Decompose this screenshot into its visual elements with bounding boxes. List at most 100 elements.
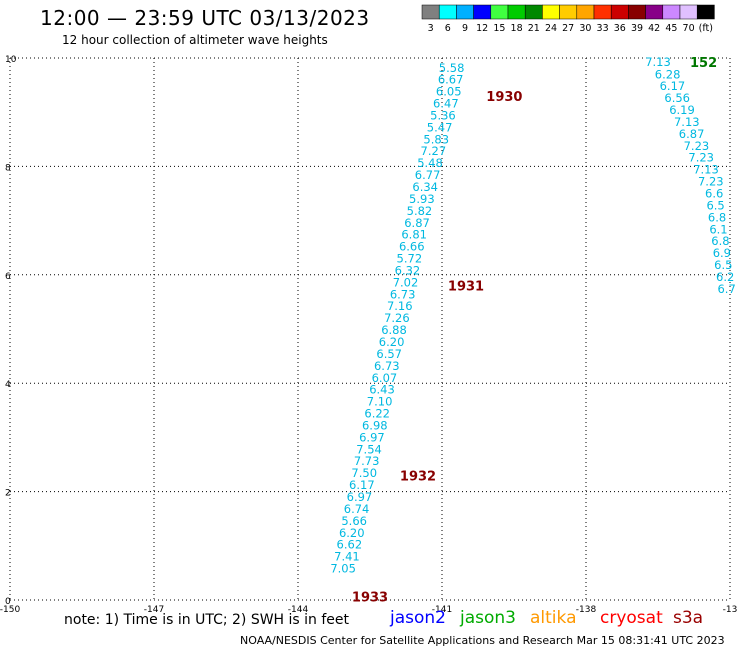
footer-note: note: 1) Time is in UTC; 2) SWH is in fe… xyxy=(64,612,350,628)
wave-height-label: 6.67 xyxy=(438,73,464,87)
wave-height-label: 7.23 xyxy=(698,175,724,189)
colorbar-label: 21 xyxy=(528,23,540,34)
satellite-legend-jason3: jason3 xyxy=(460,608,516,628)
colorbar-swatch xyxy=(610,4,629,20)
wave-height-label: 6.20 xyxy=(379,335,405,349)
y-tick-label: 4 xyxy=(5,380,11,390)
wave-height-label: 5.82 xyxy=(407,204,433,218)
wave-height-label: 5.47 xyxy=(427,120,453,134)
colorbar-swatch xyxy=(576,4,595,20)
y-tick-label: 6 xyxy=(5,272,11,282)
colorbar-swatch xyxy=(662,4,681,20)
wave-height-label: 6.66 xyxy=(399,240,425,254)
colorbar-swatch xyxy=(542,4,560,20)
wave-height-label: 6.5 xyxy=(706,198,724,212)
wave-height-label: 6.97 xyxy=(347,490,373,504)
x-tick-label: -141 xyxy=(432,605,452,615)
wave-height-label: 6.2 xyxy=(716,270,734,284)
colorbar-label: 18 xyxy=(511,23,523,34)
wave-height-label: 6.32 xyxy=(395,263,421,277)
wave-height-label: 7.54 xyxy=(356,442,382,456)
wave-height-label: 7.16 xyxy=(387,299,413,313)
wave-height-label: 6.88 xyxy=(381,323,407,337)
colorbar-label: 3 xyxy=(428,23,434,34)
wave-height-label: 6.05 xyxy=(436,85,462,99)
wave-height-label: 5.66 xyxy=(341,514,367,528)
wave-height-label: 6.17 xyxy=(660,79,686,93)
wave-height-label: 6.1 xyxy=(709,222,727,236)
plot-grid xyxy=(9,57,731,601)
colorbar-label: 45 xyxy=(665,23,677,34)
chart-title: 12:00 — 23:59 UTC 03/13/2023 xyxy=(40,6,370,30)
x-tick-label: -147 xyxy=(144,605,164,615)
colorbar-swatch xyxy=(559,4,578,20)
colorbar-label: 39 xyxy=(631,23,643,34)
time-labels: 1930 1931 1932 1933 152 xyxy=(352,56,717,606)
wave-height-label: 6.9 xyxy=(713,246,731,260)
wave-height-label: 6.73 xyxy=(390,287,416,301)
y-tick-label: 8 xyxy=(5,163,11,173)
x-tick-label: -150 xyxy=(0,605,20,615)
wave-height-labels: 5.586.676.056.475.365.475.837.275.486.77… xyxy=(330,55,735,576)
wave-height-label: 5.48 xyxy=(417,156,443,170)
wave-height-label: 7.26 xyxy=(384,311,410,325)
wave-height-label: 6.8 xyxy=(711,234,729,248)
wave-height-label: 7.50 xyxy=(351,466,377,480)
wave-height-label: 6.47 xyxy=(433,97,459,111)
wave-height-label: 6.43 xyxy=(369,383,395,397)
chart-subtitle: 12 hour collection of altimeter wave hei… xyxy=(62,33,328,47)
wave-height-label: 6.87 xyxy=(404,216,430,230)
wave-height-label: 6.73 xyxy=(374,359,400,373)
colorbar-label: (ft) xyxy=(699,23,713,34)
y-axis-ticks: 0 2 4 6 8 10 xyxy=(5,55,17,607)
colorbar-label: 27 xyxy=(562,23,574,34)
x-tick-label: -13 xyxy=(723,605,738,615)
time-label: 1930 xyxy=(486,90,522,105)
wave-height-label: 6.74 xyxy=(344,502,370,516)
colorbar-swatch xyxy=(490,4,509,20)
x-tick-label: -144 xyxy=(288,605,309,615)
x-tick-label: -138 xyxy=(576,605,597,615)
wave-height-label: 6.07 xyxy=(372,371,398,385)
wave-height-label: 7.73 xyxy=(354,454,380,468)
wave-height-label: 6.6 xyxy=(705,187,723,201)
time-label: 1932 xyxy=(400,469,436,484)
wave-height-label: 5.83 xyxy=(423,132,449,146)
time-label: 152 xyxy=(690,56,717,71)
wave-height-label: 6.77 xyxy=(415,168,441,182)
colorbar-label: 12 xyxy=(476,23,488,34)
wave-height-label: 5.58 xyxy=(439,61,465,75)
wave-height-label: 7.13 xyxy=(693,163,719,177)
wave-height-label: 5.72 xyxy=(397,252,423,266)
wave-height-label: 6.28 xyxy=(655,67,681,81)
wave-height-label: 6.17 xyxy=(349,478,375,492)
colorbar-label: 9 xyxy=(462,23,468,34)
satellite-legend-altika: altika xyxy=(530,608,577,628)
y-tick-label: 0 xyxy=(5,597,11,607)
x-axis-ticks: -150 -147 -144 -141 -138 -13 xyxy=(0,605,737,615)
colorbar-label: 15 xyxy=(493,23,505,34)
colorbar-label: 33 xyxy=(597,23,609,34)
colorbar-swatch xyxy=(679,4,698,20)
wave-height-label: 7.27 xyxy=(421,144,447,158)
time-label: 1931 xyxy=(448,280,484,295)
y-tick-label: 10 xyxy=(5,55,17,65)
colorbar-swatch xyxy=(421,4,440,20)
wave-height-label: 6.20 xyxy=(339,526,365,540)
colorbar-label: 36 xyxy=(614,23,626,34)
credit-line: NOAA/NESDIS Center for Satellite Applica… xyxy=(240,634,725,647)
wave-height-label: 6.34 xyxy=(412,180,438,194)
colorbar-label: 24 xyxy=(545,23,557,34)
colorbar-swatch xyxy=(628,4,646,20)
colorbar-swatch xyxy=(456,4,474,20)
wave-height-label: 7.05 xyxy=(330,562,356,576)
colorbar-swatch xyxy=(524,4,543,20)
wave-height-label: 6.87 xyxy=(679,127,705,141)
wave-height-label: 5.36 xyxy=(430,108,456,122)
wave-height-label: 7.02 xyxy=(393,275,419,289)
wave-height-label: 5.93 xyxy=(409,192,435,206)
time-label: 1933 xyxy=(352,591,388,606)
wave-height-label: 6.57 xyxy=(376,347,402,361)
wave-height-label: 7.23 xyxy=(688,151,714,165)
